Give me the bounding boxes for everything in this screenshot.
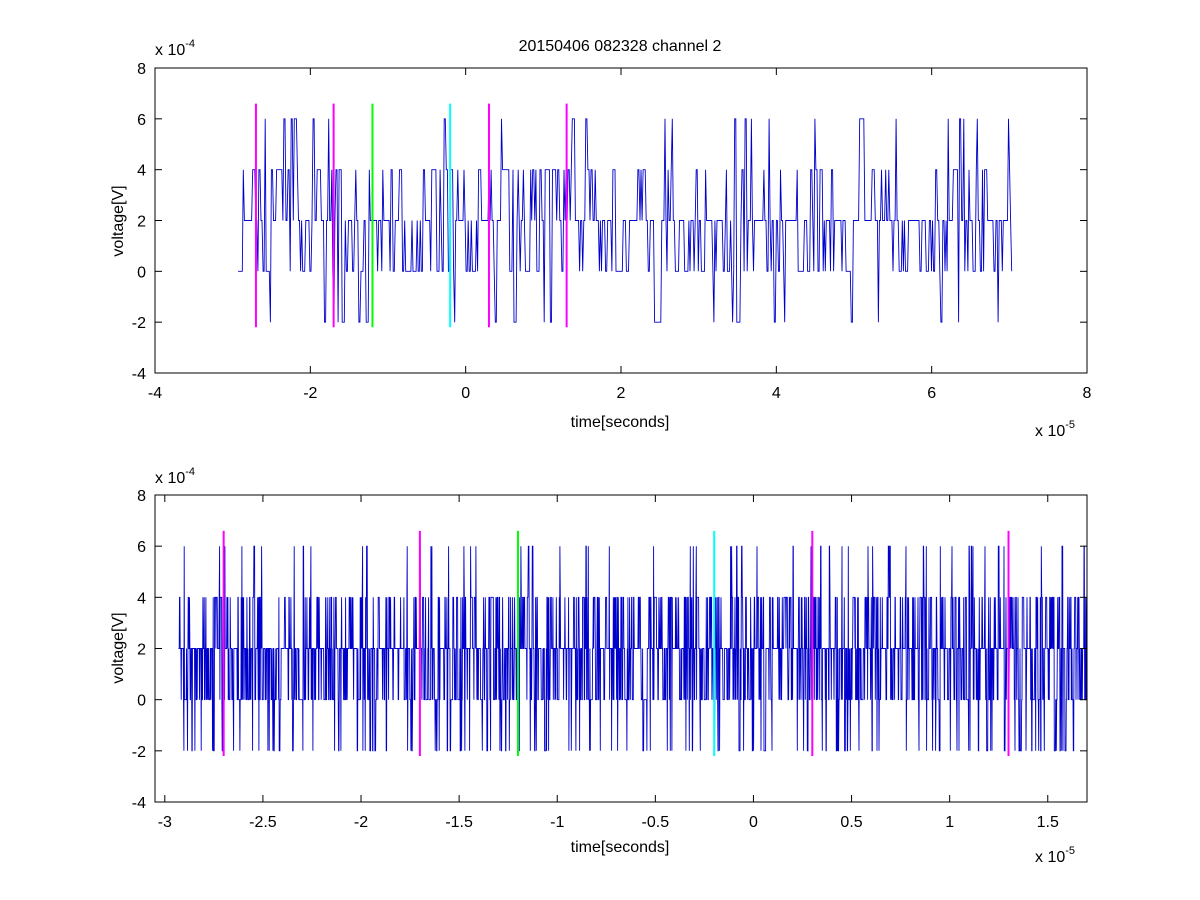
x-tick-label: 8 [1083, 385, 1092, 402]
top-panel: -4 -2 0 2 4 6 8 -4 -2 0 2 4 6 8 time[seconds] voltage… [110, 38, 1092, 440]
y-tick-label: 0 [137, 264, 146, 281]
top-x-exponent-base: x 10 [1035, 423, 1065, 440]
top-y-exponent: x 10-4 [155, 38, 195, 59]
x-tick-label: -4 [148, 385, 162, 402]
x-tick-label: 1 [945, 814, 954, 831]
y-tick-label: 4 [137, 163, 146, 180]
signal-trace [178, 545, 1088, 752]
y-tick-label: 6 [137, 112, 146, 129]
y-tick-label: -2 [132, 315, 146, 332]
bottom-x-exponent-base: x 10 [1035, 849, 1065, 866]
y-tick-label: 8 [137, 61, 146, 78]
x-tick-label: -2 [303, 385, 317, 402]
signal-trace [238, 118, 1013, 323]
bottom-ticks: -3 -2.5 -2 -1.5 -1 -0.5 0 0.5 1 1.5 -4 -2 0 2 4 6 8 [132, 488, 1087, 831]
top-x-exponent: x 10-5 [1035, 419, 1075, 440]
bottom-plot-content [178, 530, 1088, 756]
x-tick-label: 2 [617, 385, 626, 402]
bottom-y-axis-label: voltage[V] [110, 612, 127, 683]
x-tick-label: 0 [461, 385, 470, 402]
x-tick-label: -2.5 [249, 814, 277, 831]
bottom-y-exponent-power: -4 [185, 466, 195, 478]
bottom-y-exponent-base: x 10 [155, 470, 185, 487]
bottom-axes-box [154, 494, 1088, 803]
x-tick-label: -2 [354, 814, 368, 831]
y-tick-label: 2 [137, 642, 146, 659]
top-y-axis-label: voltage[V] [110, 185, 127, 256]
y-tick-label: 2 [137, 214, 146, 231]
bottom-y-exponent: x 10-4 [155, 466, 195, 487]
y-tick-label: -4 [132, 795, 146, 812]
x-tick-label: 6 [927, 385, 936, 402]
x-tick-label: -0.5 [642, 814, 670, 831]
y-tick-label: -4 [132, 366, 146, 383]
y-tick-label: -2 [132, 744, 146, 761]
x-tick-label: -3 [158, 814, 172, 831]
y-tick-label: 4 [137, 590, 146, 607]
figure-title: 20150406 082328 channel 2 [519, 38, 722, 55]
top-x-axis-label: time[seconds] [571, 414, 670, 431]
top-y-exponent-power: -4 [185, 38, 195, 50]
bottom-x-exponent: x 10-5 [1035, 845, 1075, 866]
top-y-exponent-base: x 10 [155, 42, 185, 59]
x-tick-label: -1 [550, 814, 564, 831]
y-tick-label: 0 [137, 693, 146, 710]
x-tick-label: 1.5 [1037, 814, 1059, 831]
bottom-x-axis-label: time[seconds] [571, 839, 670, 856]
x-tick-label: 0.5 [840, 814, 862, 831]
top-plot-content [238, 103, 1013, 328]
x-tick-label: 4 [772, 385, 781, 402]
x-tick-label: 0 [749, 814, 758, 831]
top-x-exponent-power: -5 [1065, 419, 1075, 431]
top-axes-box [154, 67, 1088, 374]
top-ticks: -4 -2 0 2 4 6 8 -4 -2 0 2 4 6 8 [132, 61, 1092, 402]
y-tick-label: 8 [137, 488, 146, 505]
x-tick-label: -1.5 [445, 814, 473, 831]
bottom-panel: -3 -2.5 -2 -1.5 -1 -0.5 0 0.5 1 1.5 -4 -2 0 2 4 6 8 time… [110, 466, 1088, 866]
bottom-x-exponent-power: -5 [1065, 845, 1075, 857]
y-tick-label: 6 [137, 539, 146, 556]
